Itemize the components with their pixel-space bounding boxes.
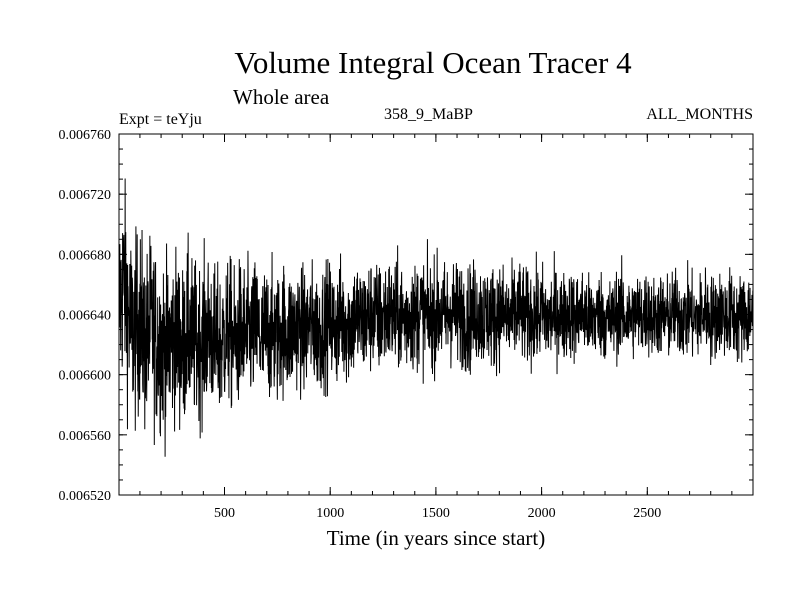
months-label: ALL_MONTHS [646, 106, 753, 123]
experiment-label: Expt = teYju [119, 111, 202, 128]
y-tick-label: 0.006760 [59, 128, 112, 143]
y-tick-label: 0.006680 [59, 248, 112, 263]
y-tick-label: 0.006600 [59, 369, 112, 384]
y-tick-label: 0.006520 [59, 489, 112, 504]
chart-subtitle: Whole area [233, 85, 330, 109]
plot-area [118, 178, 754, 457]
chart-title: Volume Integral Ocean Tracer 4 [234, 45, 632, 80]
x-axis: 500 1000 1500 2000 2500 [139, 134, 733, 521]
x-tick-label: 1000 [316, 506, 344, 521]
y-tick-label: 0.006720 [59, 188, 112, 203]
y-tick-label: 0.006640 [59, 309, 112, 324]
x-axis-label: Time (in years since start) [327, 526, 546, 550]
y-tick-label: 0.006560 [59, 429, 112, 444]
series-line-tracer-4 [118, 178, 754, 457]
x-tick-label: 2000 [528, 506, 556, 521]
period-label: 358_9_MaBP [384, 106, 473, 123]
x-tick-label: 1500 [422, 506, 450, 521]
x-tick-label: 2500 [633, 506, 661, 521]
y-axis: 0.006520 0.006560 0.006600 0.006640 0.006680… [59, 128, 753, 504]
x-tick-label: 500 [214, 506, 235, 521]
